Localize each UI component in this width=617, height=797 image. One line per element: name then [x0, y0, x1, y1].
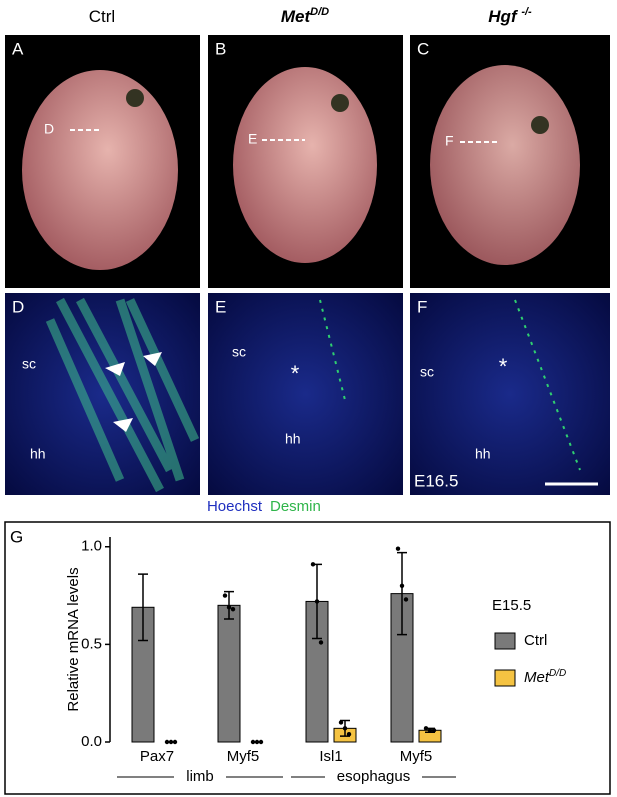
x-tick-label: Pax7 — [140, 748, 174, 765]
error-bar — [397, 551, 407, 636]
x-tick-label: Myf5 — [400, 748, 433, 765]
tissue-label: hh — [285, 431, 301, 447]
column-header: Ctrl — [89, 7, 115, 26]
stage-label: E16.5 — [414, 471, 458, 490]
group-label: limb — [186, 768, 214, 785]
section-label: E — [248, 131, 257, 147]
legend-title: E15.5 — [492, 597, 531, 614]
embryo-photo — [5, 35, 200, 288]
panel-label: E — [215, 297, 226, 316]
data-point — [226, 605, 232, 610]
legend-swatch — [494, 669, 516, 687]
legend-name: Met — [524, 669, 550, 686]
section-label: F — [445, 133, 454, 149]
data-point — [399, 583, 405, 589]
panel-label: D — [12, 297, 24, 316]
error-bar — [138, 573, 148, 642]
legend-swatch — [494, 632, 516, 650]
x-tick-label: Myf5 — [227, 748, 260, 765]
data-point — [346, 731, 352, 737]
data-point — [250, 739, 256, 745]
embryo-photo — [410, 35, 610, 288]
data-point — [395, 546, 401, 551]
asterisk: * — [499, 354, 508, 379]
data-point — [314, 599, 320, 604]
embryo-photo — [208, 35, 403, 288]
bar — [217, 604, 241, 743]
y-tick-label: 1.0 — [81, 538, 102, 555]
x-tick-label: Isl1 — [319, 748, 342, 765]
data-point — [230, 607, 236, 612]
data-point — [258, 739, 264, 745]
legend-label: Ctrl — [524, 632, 547, 649]
panel-label: C — [417, 39, 429, 58]
tissue-label: hh — [30, 446, 46, 462]
stain-label: Desmin — [270, 498, 321, 515]
legend-name: Ctrl — [524, 632, 547, 649]
panel-label: F — [417, 297, 427, 316]
data-point — [342, 726, 348, 731]
panel-frame — [4, 521, 611, 795]
column-header: Hgf -/- — [488, 6, 532, 27]
bar-chart: 0.0 0.5 1.0 Relative mRNA levels Pax7 Myf5 Isl… — [65, 537, 566, 785]
data-point — [318, 640, 324, 645]
tissue-label: sc — [22, 356, 36, 372]
section-label: D — [44, 121, 54, 137]
micrograph — [410, 293, 610, 495]
y-axis-label: Relative mRNA levels — [65, 567, 82, 711]
tissue-label: sc — [420, 364, 434, 380]
tissue-label: sc — [232, 344, 246, 360]
panel-label: B — [215, 39, 226, 58]
data-point — [427, 728, 433, 733]
panel-label: G — [10, 527, 23, 546]
data-point — [168, 739, 174, 745]
group-label: esophagus — [337, 768, 410, 785]
data-point — [423, 726, 429, 731]
y-tick-label: 0.0 — [81, 733, 102, 750]
column-header: MetD/D — [281, 6, 329, 27]
data-point — [310, 562, 316, 567]
data-point — [254, 739, 260, 745]
data-point — [164, 739, 170, 745]
data-point — [403, 597, 409, 602]
stain-label: Hoechst — [207, 498, 263, 515]
tissue-label: hh — [475, 446, 491, 462]
micrograph — [5, 293, 200, 495]
panel-label: A — [12, 39, 24, 58]
legend-sup: D/D — [549, 668, 566, 679]
data-point — [431, 728, 437, 733]
data-point — [338, 720, 344, 725]
legend-label: MetD/D — [524, 668, 566, 686]
data-point — [172, 739, 178, 745]
asterisk: * — [291, 361, 300, 386]
y-tick-label: 0.5 — [81, 635, 102, 652]
micrograph — [208, 293, 403, 495]
data-point — [222, 593, 228, 598]
